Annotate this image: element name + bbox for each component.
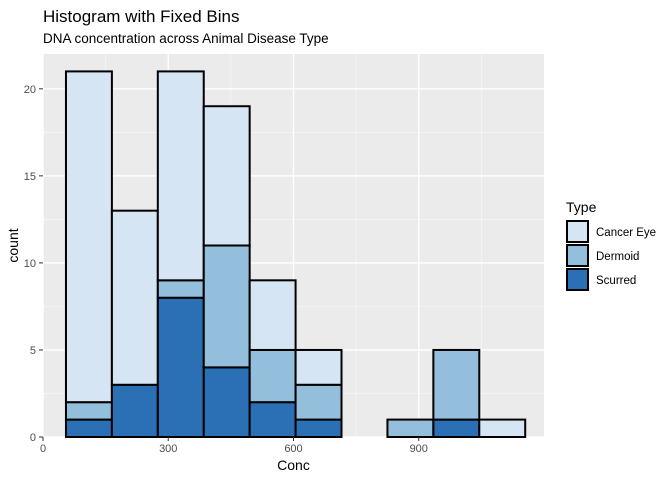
bar-cancer-eye [64, 70, 113, 404]
bar-cancer-eye [110, 209, 159, 386]
x-tick-label: 0 [40, 443, 46, 455]
bar-scurred [202, 366, 251, 439]
legend-label-cancer-eye: Cancer Eye [596, 227, 656, 239]
y-tick-label: 5 [30, 345, 36, 357]
bar-cancer-eye [478, 418, 527, 439]
y-tick-label: 15 [24, 171, 36, 183]
legend-title: Type [566, 199, 597, 215]
legend-swatch-cancer-eye [566, 220, 589, 243]
chart-subtitle: DNA concentration across Animal Disease … [43, 31, 329, 46]
bar-scurred [248, 401, 297, 439]
bar-dermoid [294, 383, 343, 421]
bar-scurred [294, 418, 343, 439]
bar-cancer-eye [248, 279, 297, 351]
bar-cancer-eye [294, 348, 343, 386]
bar-dermoid [248, 348, 297, 404]
x-axis: 0 300 600 900 [40, 437, 428, 455]
bar-scurred [110, 383, 159, 439]
legend-label-dermoid: Dermoid [596, 251, 639, 263]
legend-label-scurred: Scurred [596, 275, 636, 287]
y-axis: 0 5 10 15 20 [24, 84, 43, 444]
chart-title: Histogram with Fixed Bins [43, 7, 240, 26]
x-axis-title: Conc [277, 457, 310, 473]
bar-cancer-eye [202, 105, 251, 247]
bar-dermoid [386, 418, 435, 439]
y-tick-label: 10 [24, 258, 36, 270]
bar-scurred [432, 418, 481, 439]
x-tick-label: 300 [159, 443, 177, 455]
x-tick-label: 900 [410, 443, 428, 455]
legend-swatch-scurred [566, 268, 589, 291]
bar-dermoid [156, 279, 205, 299]
legend-swatch-dermoid [566, 244, 589, 267]
y-axis-title: count [5, 228, 21, 262]
bar-cancer-eye [156, 70, 205, 282]
bars-layer [64, 70, 527, 439]
x-tick-label: 600 [284, 443, 302, 455]
bar-dermoid [64, 401, 113, 421]
bar-scurred [64, 418, 113, 439]
bar-dermoid [202, 244, 251, 369]
legend: Type Cancer Eye Dermoid Scurred [566, 199, 656, 291]
bar-scurred [156, 296, 205, 438]
y-tick-label: 20 [24, 84, 36, 96]
y-tick-label: 0 [30, 432, 36, 444]
bar-dermoid [432, 348, 481, 421]
